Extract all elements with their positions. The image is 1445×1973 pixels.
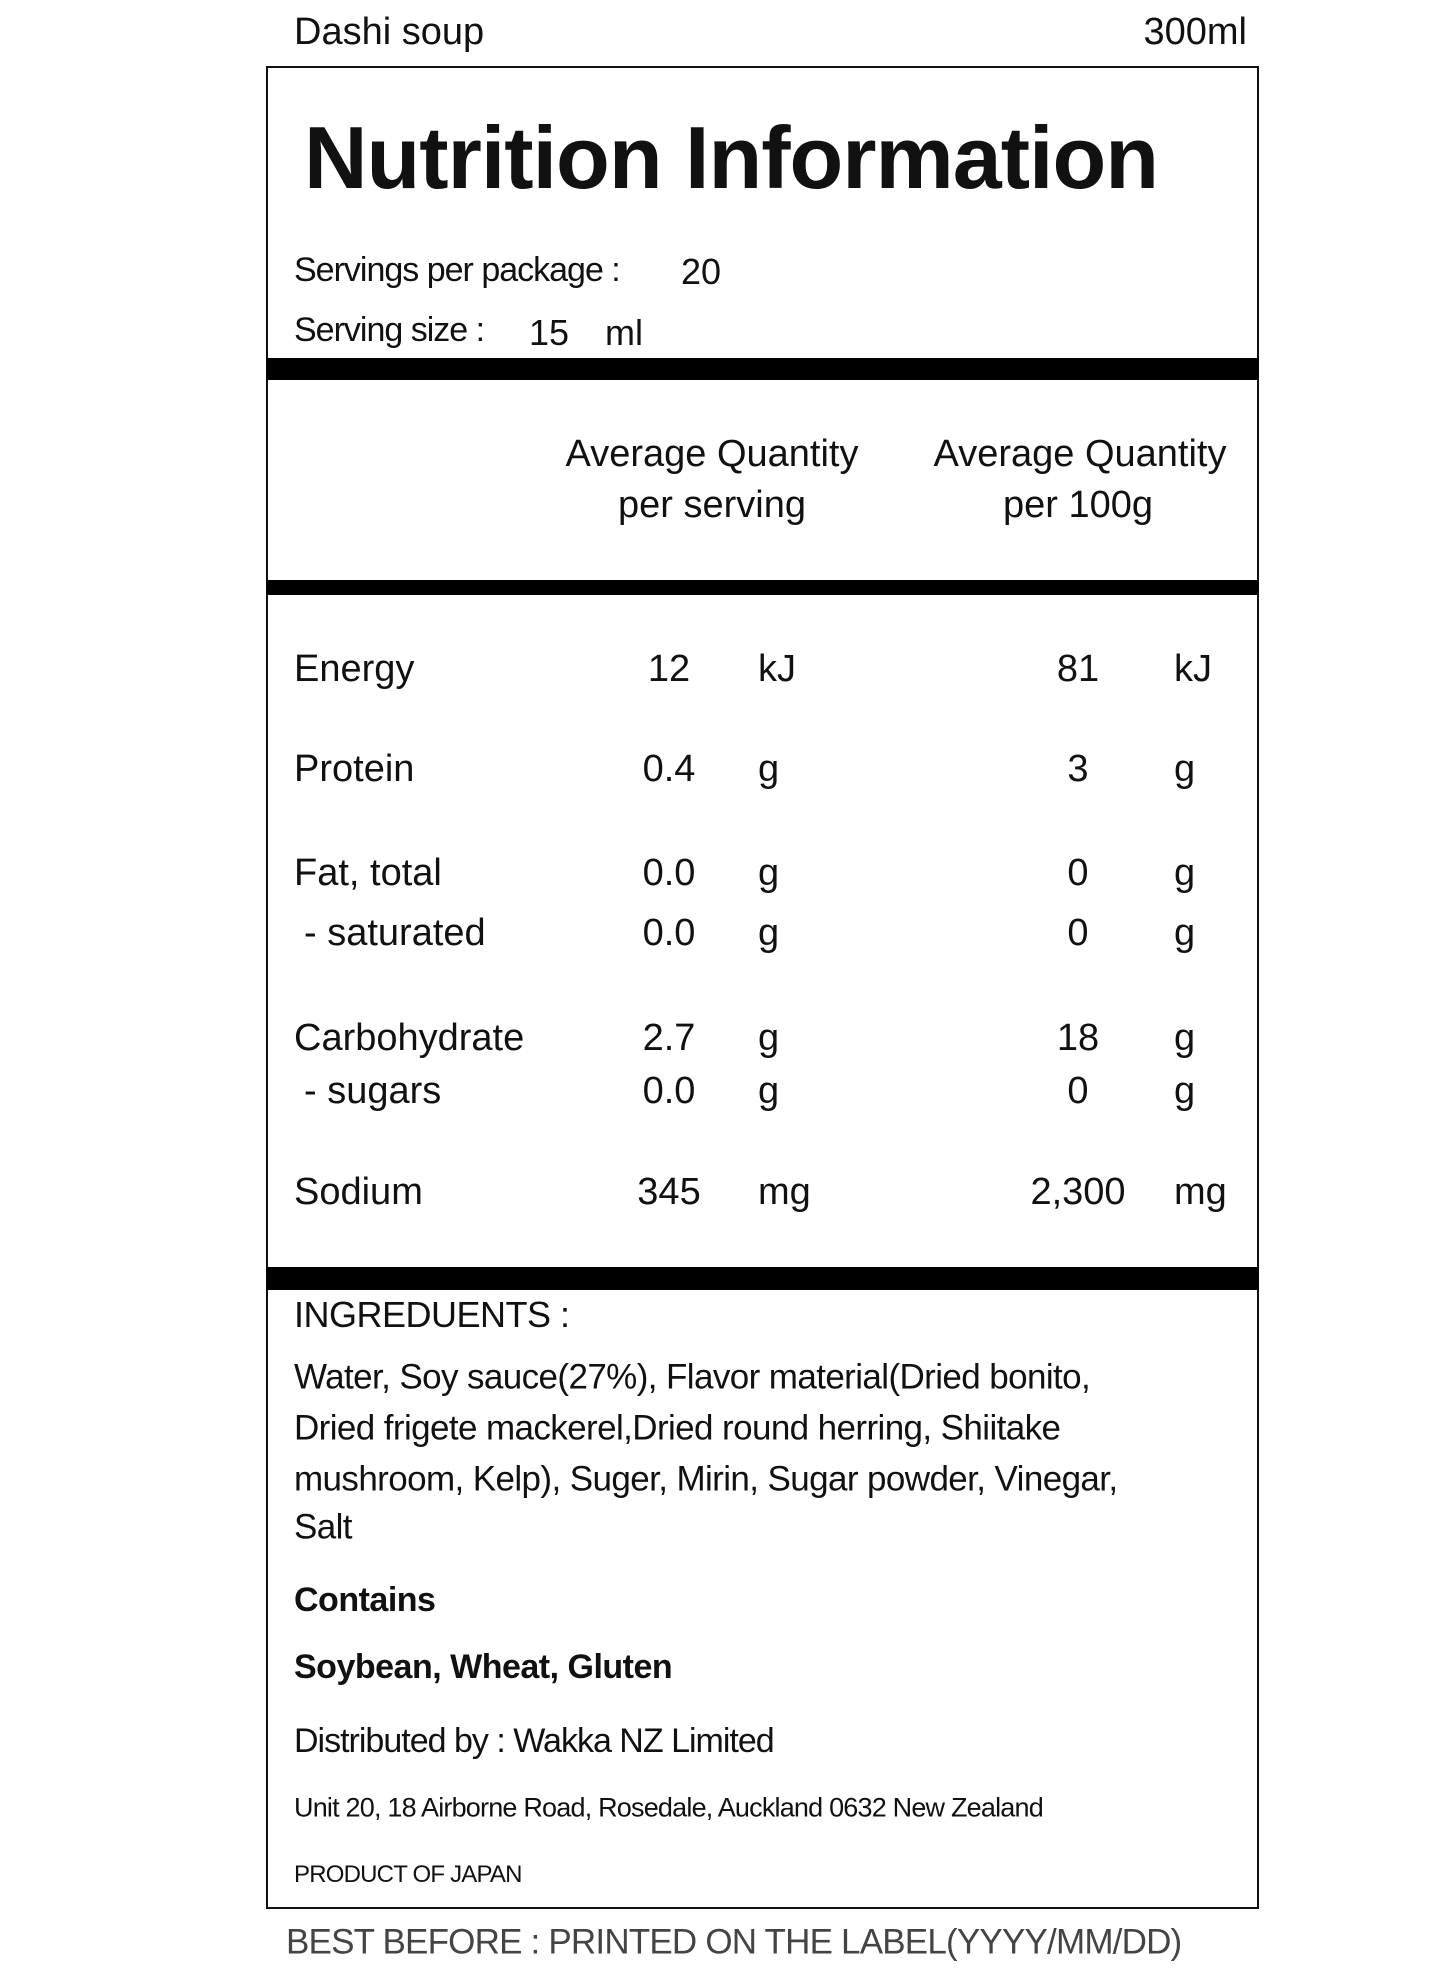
contains-label: Contains bbox=[294, 1581, 436, 1619]
nutrition-panel bbox=[266, 66, 1259, 1909]
per-100g-value: 2,300 bbox=[1030, 1171, 1126, 1213]
serving-size-label: Serving size : bbox=[294, 311, 485, 349]
per-serving-unit: mg bbox=[758, 1171, 811, 1213]
page-title: Nutrition Information bbox=[304, 108, 1159, 207]
best-before: BEST BEFORE : PRINTED ON THE LABEL(YYYY/… bbox=[286, 1922, 1182, 1962]
nutrient-label: Protein bbox=[294, 748, 415, 790]
address: Unit 20, 18 Airborne Road, Rosedale, Auc… bbox=[294, 1792, 1044, 1823]
per-100g-value: 0 bbox=[1067, 912, 1089, 954]
column-header-per-100g-sub: per 100g bbox=[1002, 484, 1154, 526]
per-100g-unit: g bbox=[1174, 912, 1196, 954]
ingredients-label: INGREDUENTS : bbox=[294, 1294, 570, 1335]
servings-per-package-value: 20 bbox=[681, 251, 722, 292]
per-serving-unit: g bbox=[758, 1017, 780, 1059]
per-100g-value: 3 bbox=[1067, 748, 1089, 790]
per-serving-value: 0.0 bbox=[642, 912, 696, 954]
nutrient-label: - sugars bbox=[304, 1070, 442, 1112]
per-serving-unit: kJ bbox=[758, 648, 796, 690]
per-serving-value: 12 bbox=[647, 648, 691, 690]
per-100g-unit: g bbox=[1174, 1017, 1196, 1059]
per-100g-value: 0 bbox=[1067, 852, 1089, 894]
serving-size-unit: ml bbox=[605, 312, 643, 353]
divider-bar bbox=[266, 1267, 1259, 1290]
per-100g-unit: g bbox=[1174, 748, 1196, 790]
per-serving-unit: g bbox=[758, 852, 780, 894]
per-serving-value: 2.7 bbox=[642, 1017, 696, 1059]
allergens: Soybean, Wheat, Gluten bbox=[294, 1648, 673, 1686]
per-serving-unit: g bbox=[758, 748, 780, 790]
column-header-per-serving-sub: per serving bbox=[618, 484, 806, 526]
ingredients-line: Water, Soy sauce(27%), Flavor material(D… bbox=[294, 1357, 1091, 1397]
origin: PRODUCT OF JAPAN bbox=[294, 1861, 522, 1888]
per-serving-unit: g bbox=[758, 1070, 780, 1112]
nutrient-label: - saturated bbox=[304, 912, 486, 954]
per-100g-unit: g bbox=[1174, 1070, 1196, 1112]
column-header-per-100g: Average Quantity bbox=[933, 433, 1227, 475]
distributor: Distributed by : Wakka NZ Limited bbox=[294, 1722, 775, 1760]
serving-size-value: 15 bbox=[529, 312, 570, 353]
per-serving-value: 0.0 bbox=[642, 1070, 696, 1112]
per-serving-value: 0.4 bbox=[642, 748, 696, 790]
nutrient-label: Fat, total bbox=[294, 852, 442, 894]
servings-per-package-label: Servings per package : bbox=[294, 251, 621, 289]
ingredients-line: Salt bbox=[294, 1507, 353, 1547]
divider-bar bbox=[266, 358, 1259, 380]
column-header-per-serving: Average Quantity bbox=[565, 433, 859, 475]
divider-bar bbox=[266, 580, 1259, 595]
per-serving-unit: g bbox=[758, 912, 780, 954]
per-serving-value: 0.0 bbox=[642, 852, 696, 894]
per-100g-unit: kJ bbox=[1174, 648, 1212, 690]
product-volume: 300ml bbox=[1143, 11, 1248, 53]
nutrient-label: Energy bbox=[294, 648, 415, 690]
per-100g-value: 0 bbox=[1067, 1070, 1089, 1112]
product-name: Dashi soup bbox=[294, 11, 485, 53]
nutrient-label: Carbohydrate bbox=[294, 1017, 525, 1059]
per-100g-unit: g bbox=[1174, 852, 1196, 894]
per-100g-value: 81 bbox=[1056, 648, 1100, 690]
per-100g-value: 18 bbox=[1056, 1017, 1100, 1059]
ingredients-line: mushroom, Kelp), Suger, Mirin, Sugar pow… bbox=[294, 1459, 1118, 1499]
per-serving-value: 345 bbox=[637, 1171, 701, 1213]
per-100g-unit: mg bbox=[1174, 1171, 1227, 1213]
nutrient-label: Sodium bbox=[294, 1171, 423, 1213]
ingredients-line: Dried frigete mackerel,Dried round herri… bbox=[294, 1408, 1061, 1448]
